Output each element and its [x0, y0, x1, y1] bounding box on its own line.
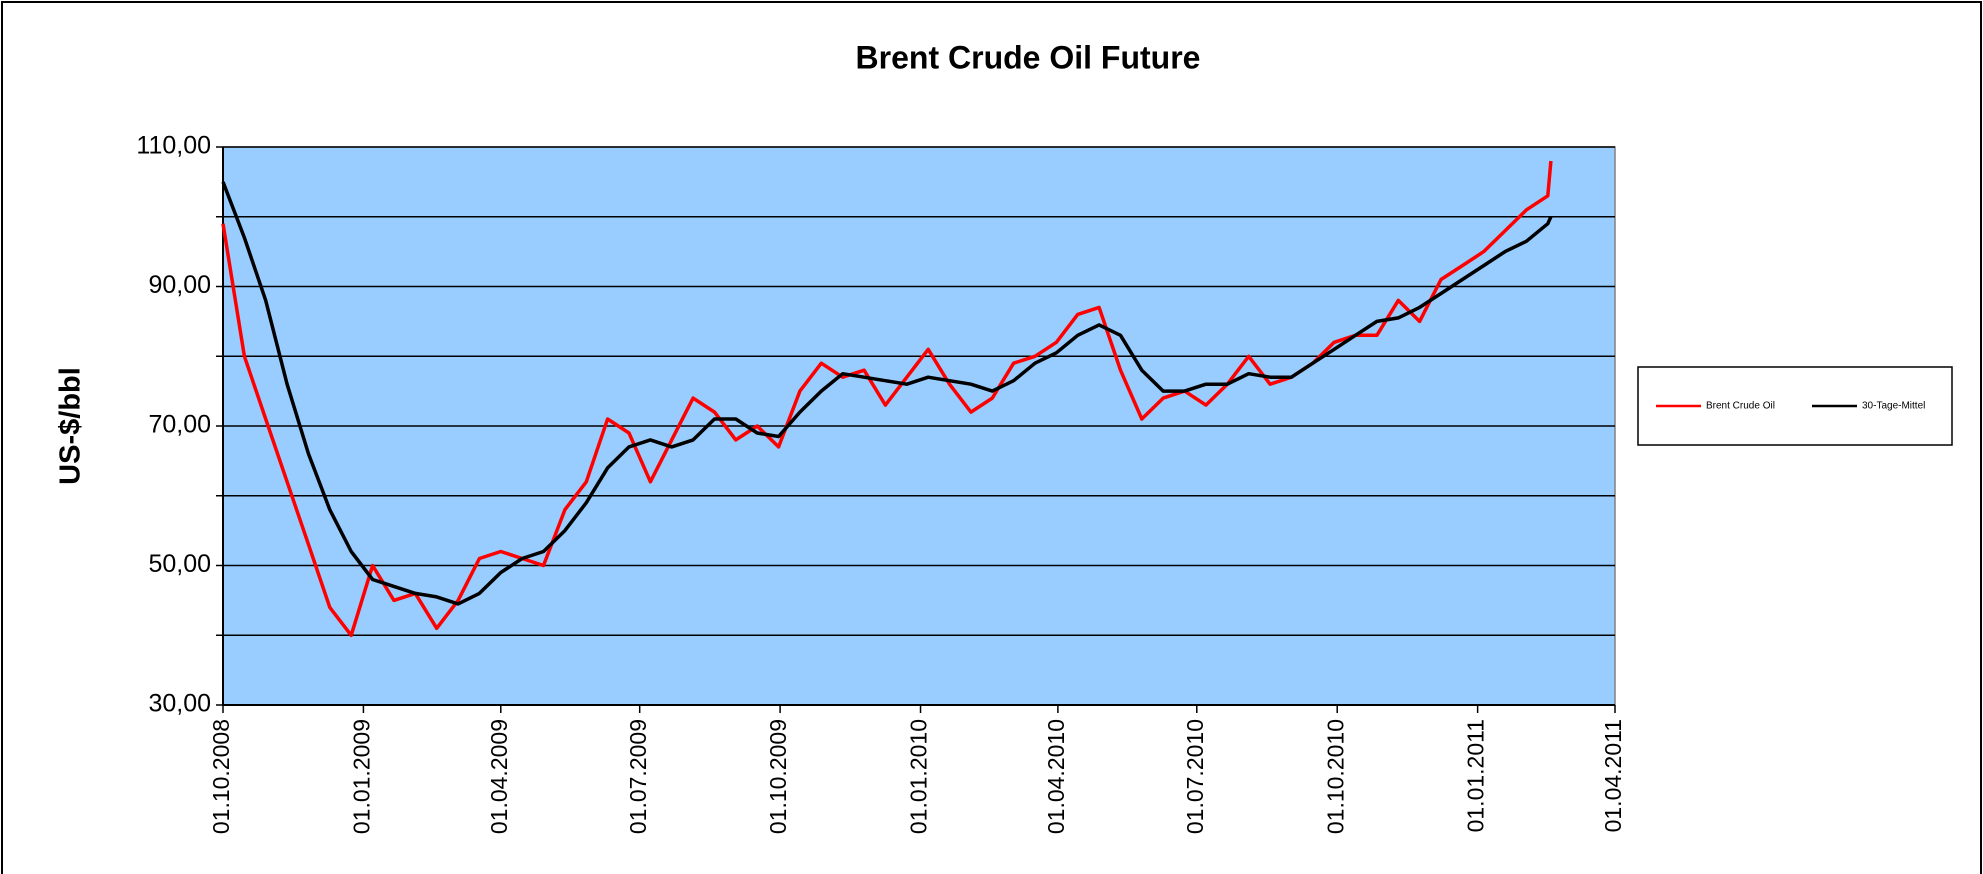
x-tick-label: 01.10.2009 — [765, 719, 791, 834]
x-tick-label: 01.01.2010 — [906, 719, 932, 834]
series-line — [221, 160, 1553, 638]
x-tick-label: 01.01.2009 — [348, 719, 374, 834]
chart-title: Brent Crude Oil Future — [856, 39, 1201, 75]
y-tick-label: 110,00 — [136, 132, 211, 160]
x-tick-label: 01.04.2010 — [1043, 719, 1069, 834]
y-tick-label: 70,00 — [148, 411, 211, 439]
y-axis-label: US-$/bbl — [55, 367, 87, 485]
y-tick-label: 90,00 — [148, 271, 211, 299]
x-tick-label: 01.07.2010 — [1182, 719, 1208, 834]
x-tick-label: 01.04.2011 — [1600, 719, 1626, 832]
series-line — [221, 181, 1553, 606]
y-tick-label: 30,00 — [148, 690, 211, 718]
x-tick-label: 01.07.2009 — [625, 719, 651, 834]
x-tick-label: 01.10.2010 — [1322, 719, 1348, 834]
legend-label: Brent Crude Oil — [1706, 401, 1775, 412]
y-tick-label: 50,00 — [148, 550, 211, 578]
x-tick-label: 01.01.2011 — [1463, 719, 1489, 832]
x-tick-label: 01.10.2008 — [208, 719, 234, 834]
x-tick-label: 01.04.2009 — [486, 719, 512, 834]
legend-label: 30-Tage-Mittel — [1862, 401, 1925, 412]
